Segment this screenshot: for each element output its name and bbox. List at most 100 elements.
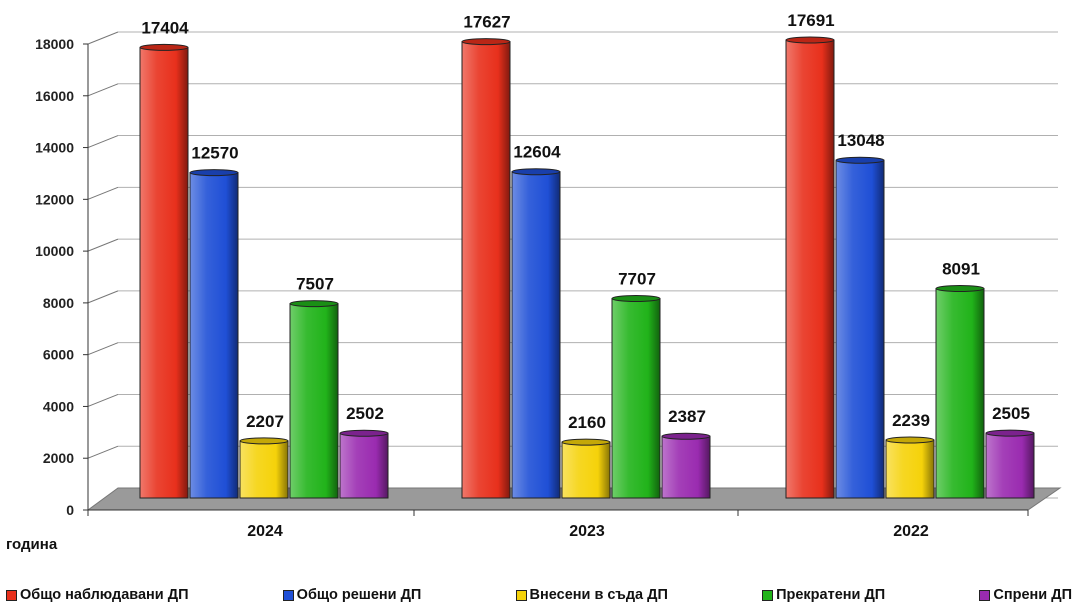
bar-body bbox=[139, 46, 189, 499]
bar-top bbox=[139, 43, 189, 51]
data-label: 7507 bbox=[296, 275, 334, 294]
bar-top bbox=[661, 432, 711, 440]
bar bbox=[511, 168, 561, 499]
bar-body bbox=[511, 171, 561, 499]
bar-body bbox=[935, 288, 985, 499]
bar bbox=[139, 43, 189, 499]
bar bbox=[189, 169, 239, 499]
bar bbox=[985, 429, 1035, 499]
data-label: 13048 bbox=[837, 131, 884, 150]
grid-connector bbox=[87, 83, 119, 97]
bar-top bbox=[239, 437, 289, 445]
legend-swatch bbox=[515, 589, 527, 601]
data-label: 2505 bbox=[992, 404, 1030, 423]
bar-chart: 0 2000 4000 6000 8000 10000 12000 14000 16000 180… bbox=[35, 11, 1062, 540]
data-label: 17404 bbox=[141, 18, 189, 37]
bar bbox=[785, 36, 835, 499]
legend-label: Общо решени ДП bbox=[296, 587, 422, 603]
y-tick-label: 10000 bbox=[35, 243, 74, 259]
bar-top bbox=[885, 436, 935, 444]
grid-connector bbox=[87, 135, 119, 149]
legend-item: Внесени в съда ДП bbox=[515, 587, 668, 603]
bar-body bbox=[239, 440, 289, 499]
legend-item: Общо наблюдавани ДП bbox=[6, 587, 189, 603]
y-tick-label: 2000 bbox=[43, 450, 74, 466]
grid-connector bbox=[87, 290, 119, 304]
bar-body bbox=[661, 435, 711, 499]
grid-connector bbox=[87, 342, 119, 356]
bar-top bbox=[289, 300, 339, 308]
bar bbox=[661, 432, 711, 499]
chart-legend: Общо наблюдавани ДП Общо решени ДП Внесени… bbox=[6, 584, 1072, 606]
grid-connector bbox=[87, 445, 119, 459]
data-label: 17627 bbox=[463, 13, 510, 32]
bar-body bbox=[611, 297, 661, 499]
y-tick-label: 6000 bbox=[43, 347, 74, 363]
data-label: 2239 bbox=[892, 411, 930, 430]
bar-body bbox=[289, 303, 339, 499]
legend-label: Спрени ДП bbox=[993, 587, 1072, 603]
bar-top bbox=[339, 429, 389, 437]
bar-body bbox=[835, 159, 885, 499]
legend-swatch bbox=[282, 589, 294, 601]
bar-body bbox=[339, 432, 389, 499]
bar-top bbox=[985, 429, 1035, 437]
bar-body bbox=[885, 439, 935, 499]
bar-top bbox=[511, 168, 561, 176]
bar-top bbox=[835, 156, 885, 164]
data-label: 2387 bbox=[668, 407, 706, 426]
data-label: 12570 bbox=[191, 144, 238, 163]
legend-item: Спрени ДП bbox=[979, 587, 1072, 603]
x-axis-title: година bbox=[6, 536, 58, 553]
data-label: 7707 bbox=[618, 269, 656, 288]
bar-top bbox=[561, 438, 611, 446]
grid-connector bbox=[87, 393, 119, 407]
legend-swatch bbox=[762, 589, 774, 601]
legend-item: Прекратени ДП bbox=[762, 587, 885, 603]
legend-swatch bbox=[979, 589, 991, 601]
legend-label: Общо наблюдавани ДП bbox=[20, 587, 189, 603]
bar-top bbox=[189, 169, 239, 177]
bar bbox=[835, 156, 885, 499]
legend-label: Внесени в съда ДП bbox=[529, 587, 668, 603]
bar bbox=[561, 438, 611, 499]
legend-item: Общо решени ДП bbox=[282, 587, 422, 603]
bar bbox=[885, 436, 935, 499]
data-label: 2207 bbox=[246, 412, 284, 431]
y-tick-label: 18000 bbox=[35, 36, 74, 52]
y-tick-label: 12000 bbox=[35, 191, 74, 207]
bar-body bbox=[189, 172, 239, 499]
bar bbox=[239, 437, 289, 499]
legend-label: Прекратени ДП bbox=[776, 587, 886, 603]
legend-swatch bbox=[6, 589, 17, 601]
grid-connector bbox=[87, 186, 119, 200]
x-tick-label: 2024 bbox=[247, 523, 283, 540]
bar bbox=[289, 300, 339, 499]
grid-connector bbox=[87, 238, 119, 252]
y-tick-label: 0 bbox=[66, 502, 74, 518]
bar-body bbox=[985, 432, 1035, 499]
y-tick-label: 14000 bbox=[35, 140, 74, 156]
x-tick-label: 2023 bbox=[569, 523, 605, 540]
bar-body bbox=[461, 41, 511, 499]
data-label: 2160 bbox=[568, 413, 606, 432]
bar bbox=[461, 38, 511, 499]
bar bbox=[611, 294, 661, 499]
bar bbox=[935, 285, 985, 499]
y-tick-label: 16000 bbox=[35, 88, 74, 104]
bar-body bbox=[785, 39, 835, 499]
bar-top bbox=[935, 285, 985, 293]
data-label: 17691 bbox=[787, 11, 834, 30]
bar-body bbox=[561, 441, 611, 499]
y-tick-label: 8000 bbox=[43, 295, 74, 311]
bar-top bbox=[611, 294, 661, 302]
data-label: 12604 bbox=[513, 143, 561, 162]
bar-top bbox=[785, 36, 835, 44]
x-tick-label: 2022 bbox=[893, 523, 929, 540]
bar-top bbox=[461, 38, 511, 46]
bar bbox=[339, 429, 389, 499]
data-label: 2502 bbox=[346, 404, 384, 423]
gridlines bbox=[87, 31, 1058, 511]
data-label: 8091 bbox=[942, 260, 980, 279]
grid-connector bbox=[87, 31, 119, 45]
